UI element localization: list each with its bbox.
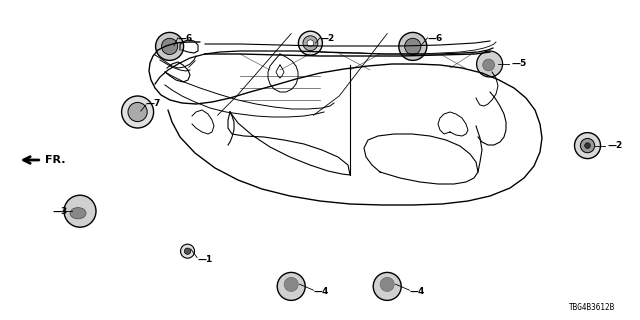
Text: FR.: FR. bbox=[45, 155, 65, 165]
Circle shape bbox=[404, 38, 421, 54]
Text: —2: —2 bbox=[608, 141, 623, 150]
Circle shape bbox=[477, 51, 502, 77]
Circle shape bbox=[277, 272, 305, 300]
Circle shape bbox=[64, 195, 96, 227]
Circle shape bbox=[284, 277, 298, 292]
Text: —6: —6 bbox=[178, 34, 193, 43]
Circle shape bbox=[373, 272, 401, 300]
Circle shape bbox=[156, 32, 184, 60]
Circle shape bbox=[303, 36, 318, 51]
Text: —2: —2 bbox=[320, 34, 335, 43]
Text: —5: —5 bbox=[512, 60, 527, 68]
Circle shape bbox=[380, 277, 394, 292]
Circle shape bbox=[298, 31, 323, 55]
Circle shape bbox=[161, 38, 178, 54]
Ellipse shape bbox=[70, 208, 86, 219]
Circle shape bbox=[128, 102, 147, 122]
Text: —6: —6 bbox=[428, 34, 443, 43]
Text: TBG4B3612B: TBG4B3612B bbox=[569, 303, 615, 312]
Circle shape bbox=[307, 40, 314, 46]
Text: —7: —7 bbox=[146, 100, 161, 108]
Circle shape bbox=[122, 96, 154, 128]
Circle shape bbox=[184, 248, 191, 254]
Circle shape bbox=[585, 143, 590, 148]
Circle shape bbox=[580, 139, 595, 153]
Text: —1: —1 bbox=[197, 255, 212, 264]
Circle shape bbox=[180, 244, 195, 258]
Circle shape bbox=[399, 32, 427, 60]
Text: —4: —4 bbox=[314, 287, 329, 296]
Circle shape bbox=[575, 132, 600, 159]
Text: —4: —4 bbox=[410, 287, 425, 296]
Text: —3: —3 bbox=[52, 207, 68, 216]
Circle shape bbox=[483, 59, 495, 71]
